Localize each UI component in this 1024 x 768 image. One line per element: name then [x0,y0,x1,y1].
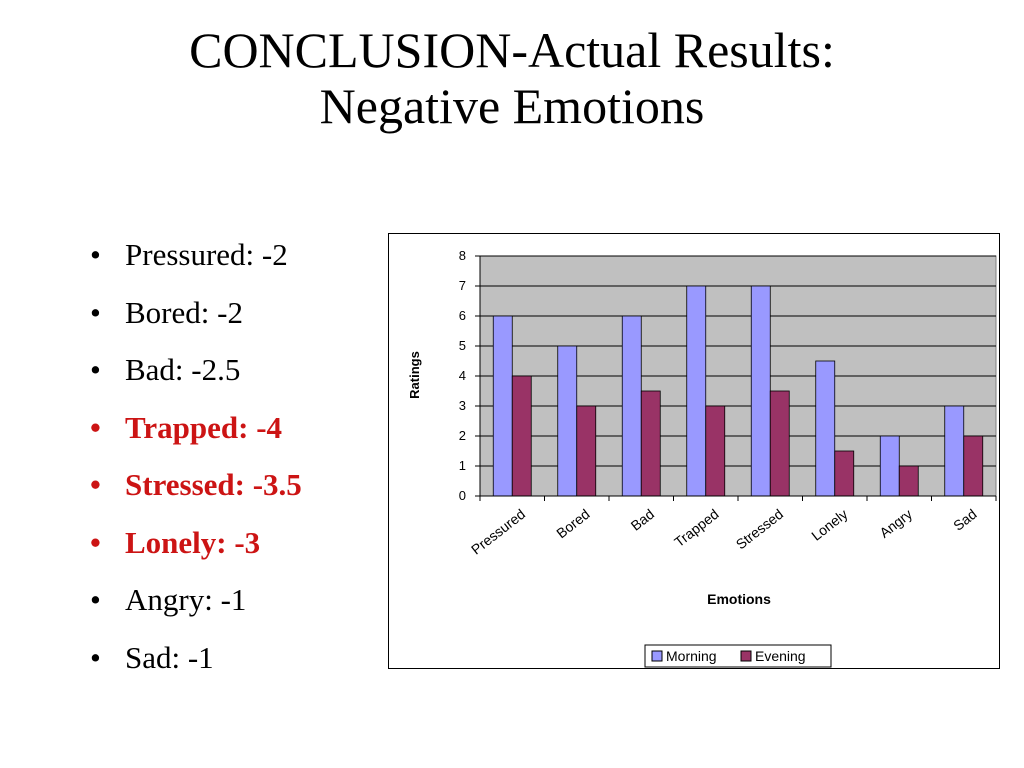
bullet-item: • Lonely: -3 [90,520,302,578]
x-tick-label: Stressed [733,506,786,553]
bullet-dot: • [90,352,101,387]
bar-evening-angry [898,465,919,497]
bullet-dot: • [90,467,101,502]
bar-evening-sad [963,435,984,497]
bullet-text: Stressed: -3.5 [125,467,302,502]
bullet-item: • Stressed: -3.5 [90,462,302,520]
bullet-dot: • [90,409,101,445]
y-tick-label: 0 [459,488,466,503]
x-tick-label: Sad [950,506,979,534]
legend-label-morning: Morning [666,648,717,664]
y-tick-label: 8 [459,248,466,263]
bullet-item: • Pressured: -2 [90,232,302,290]
title-line-2: Negative Emotions [319,78,705,134]
legend-swatch-morning [651,650,663,662]
y-tick-label: 7 [459,278,466,293]
bar-morning-stressed [750,285,771,497]
x-tick-label: Bored [553,506,592,542]
bar-morning-trapped [686,285,707,497]
bar-evening-trapped [705,405,726,497]
bar-evening-bored [576,405,597,497]
bullet-dot: • [90,294,101,330]
bar-morning-bad [621,315,642,497]
y-tick-label: 6 [459,308,466,323]
bar-morning-bored [557,345,578,497]
bullet-dot: • [90,582,101,617]
x-tick-label: Lonely [808,506,850,544]
bullet-text: Bored: -2 [125,294,243,330]
bullet-dot: • [90,237,101,272]
legend-label-evening: Evening [755,648,806,664]
x-tick-label: Bad [628,506,657,534]
chart-container: 0 1 2 3 4 5 6 7 8 Pressured Bored Bad Trapped Stresse… [388,233,1000,669]
bullet-text: Bad: -2.5 [125,352,241,387]
bullet-text: Trapped: -4 [125,409,283,445]
x-tick-label: Pressured [468,506,528,558]
bullet-item: • Bored: -2 [90,290,302,348]
x-tick-label: Angry [876,506,915,541]
bar-morning-sad [944,405,965,497]
bar-morning-lonely [815,360,836,497]
bullet-dot: • [90,639,101,675]
bar-evening-lonely [834,450,855,497]
bullet-text: Sad: -1 [125,639,214,675]
bar-evening-pressured [511,375,532,497]
slide-title: CONCLUSION-Actual Results: Negative Emot… [0,22,1024,134]
x-axis-label: Emotions [707,591,771,607]
bullet-item: • Angry: -1 [90,577,302,635]
bullet-item: • Trapped: -4 [90,405,302,463]
y-tick-label: 5 [459,338,466,353]
bullet-text: Angry: -1 [125,582,247,617]
y-axis-label: Ratings [407,351,422,399]
y-tick-label: 1 [459,458,466,473]
legend: Morning Evening [644,644,832,668]
bullet-item: • Bad: -2.5 [90,347,302,405]
bullet-text: Pressured: -2 [125,237,288,272]
bullet-dot: • [90,524,101,560]
bar-evening-stressed [769,390,790,497]
bar-evening-bad [640,390,661,497]
y-tick-label: 3 [459,398,466,413]
y-tick-label: 2 [459,428,466,443]
y-tick-label: 4 [459,368,466,383]
bar-chart: 0 1 2 3 4 5 6 7 8 Pressured Bored Bad Trapped Stresse… [407,248,997,668]
title-line-1: CONCLUSION-Actual Results: [189,22,835,78]
bar-morning-angry [879,435,900,497]
x-tick-label: Trapped [671,506,722,550]
bullet-list: • Pressured: -2 • Bored: -2 • Bad: -2.5 • Trapp… [90,232,302,692]
bullet-item: • Sad: -1 [90,635,302,693]
bullet-text: Lonely: -3 [125,524,261,560]
bar-morning-pressured [492,315,513,497]
legend-swatch-evening [740,650,752,662]
